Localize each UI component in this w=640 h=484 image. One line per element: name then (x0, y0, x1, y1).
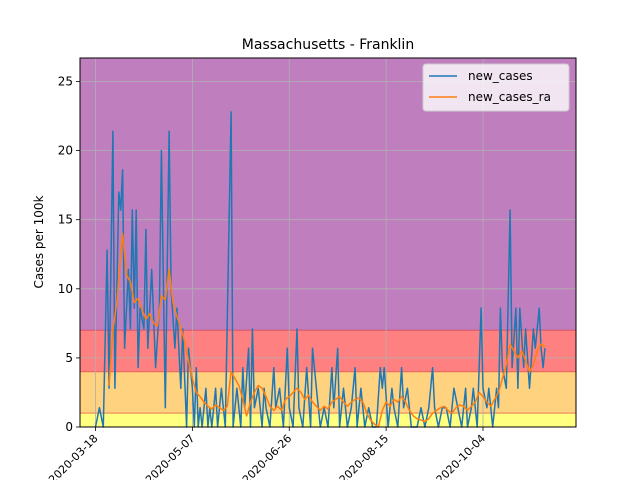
y-tick-label-25: 25 (58, 74, 73, 88)
band-1 (80, 371, 576, 414)
y-axis-ticks: 0 5 10 15 20 25 (58, 74, 80, 434)
y-tick-label-5: 5 (65, 351, 73, 365)
legend-label-new-cases: new_cases (468, 69, 533, 83)
risk-bands (80, 58, 576, 427)
legend: new_cases new_cases_ra (422, 63, 570, 112)
legend-label-new-cases-ra: new_cases_ra (468, 90, 551, 104)
legend-box (422, 63, 570, 112)
y-tick-label-20: 20 (58, 144, 73, 158)
y-tick-label-10: 10 (58, 282, 73, 296)
y-tick-label-0: 0 (65, 420, 73, 434)
chart-title: Massachusetts - Franklin (242, 37, 414, 53)
y-tick-label-15: 15 (58, 213, 73, 227)
band-2 (80, 330, 576, 372)
series-line-new-cases (94, 111, 546, 428)
plot-frame (79, 57, 577, 428)
series-line-new-cases-ra (108, 232, 546, 428)
series-lines (94, 111, 546, 428)
y-axis-label: Cases per 100k (32, 195, 46, 288)
